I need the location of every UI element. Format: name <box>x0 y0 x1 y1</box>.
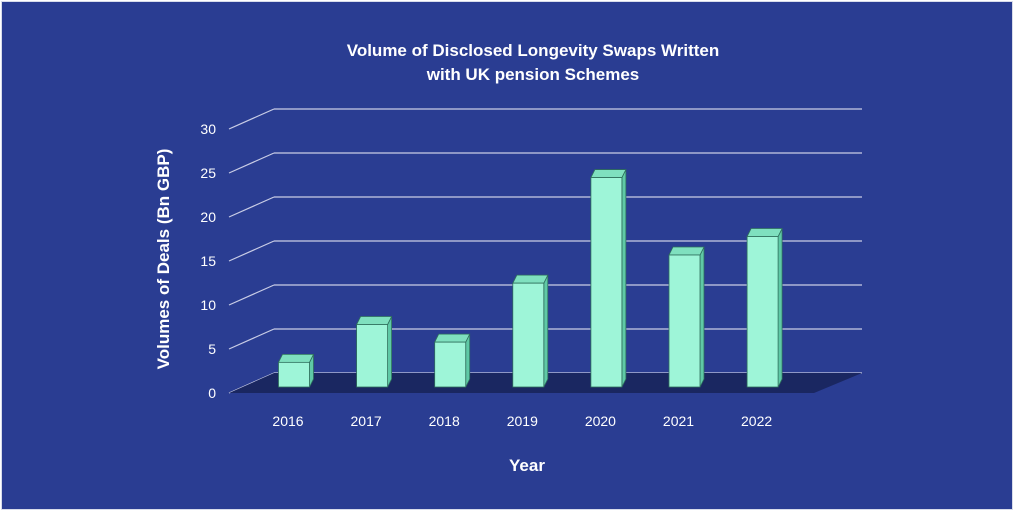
y-tick-label: 20 <box>200 209 216 225</box>
bar-top <box>590 169 627 178</box>
bar-top <box>746 228 783 237</box>
x-tick-label: 2016 <box>272 413 303 429</box>
bar-2016 <box>277 353 315 388</box>
x-tick-labels: 2016 2017 2018 2019 2020 2021 2022 <box>272 413 772 429</box>
chart-title: Volume of Disclosed Longevity Swaps Writ… <box>347 41 720 84</box>
bar-side <box>699 246 705 388</box>
gridline-diagonal <box>228 328 275 350</box>
bar-2019 <box>512 274 549 388</box>
bar-front <box>746 236 779 388</box>
bar-side <box>387 316 393 388</box>
bar-side <box>543 274 549 388</box>
bar-top <box>434 333 471 343</box>
y-tick-label: 25 <box>200 165 216 181</box>
x-tick-label: 2018 <box>429 413 460 429</box>
bar-top <box>668 246 705 256</box>
gridline-diagonal <box>228 196 275 218</box>
bar-side <box>465 333 471 388</box>
x-tick-label: 2020 <box>585 413 616 429</box>
gridline-diagonal <box>228 284 275 306</box>
y-tick-label: 30 <box>200 121 216 137</box>
x-tick-label: 2017 <box>351 413 382 429</box>
x-axis-label: Year <box>509 456 545 475</box>
bar-2021 <box>668 246 705 388</box>
gridline-diagonal <box>228 108 275 130</box>
bar-top <box>355 316 393 325</box>
x-tick-label: 2021 <box>663 413 694 429</box>
y-tick-labels: 0 5 10 15 20 25 30 <box>200 121 216 401</box>
bar-front <box>278 361 310 388</box>
bar-top <box>277 353 315 363</box>
x-tick-label: 2019 <box>507 413 538 429</box>
bar-2017 <box>355 316 393 388</box>
bar-2018 <box>434 333 471 388</box>
gridline-diagonal <box>228 240 275 262</box>
bar-front <box>434 341 467 388</box>
bar-2020 <box>590 169 627 388</box>
bars <box>277 169 783 388</box>
y-tick-label: 5 <box>208 341 216 357</box>
y-axis-label: Volumes of Deals (Bn GBP) <box>154 149 173 370</box>
bar-side <box>777 228 783 388</box>
bar-side <box>621 169 627 388</box>
bar-2022 <box>746 228 783 388</box>
bar-front <box>512 282 545 388</box>
y-tick-label: 10 <box>200 297 216 313</box>
chart-title-line-1: Volume of Disclosed Longevity Swaps Writ… <box>347 41 720 60</box>
y-tick-label: 0 <box>208 385 216 401</box>
x-tick-label: 2022 <box>741 413 772 429</box>
bar-front <box>356 324 389 388</box>
y-tick-label: 15 <box>200 253 216 269</box>
bar-top <box>512 274 549 284</box>
chart-title-line-2: with UK pension Schemes <box>426 65 640 84</box>
bar-front <box>590 177 623 388</box>
gridline-diagonal <box>228 152 275 174</box>
bar-front <box>668 254 701 388</box>
